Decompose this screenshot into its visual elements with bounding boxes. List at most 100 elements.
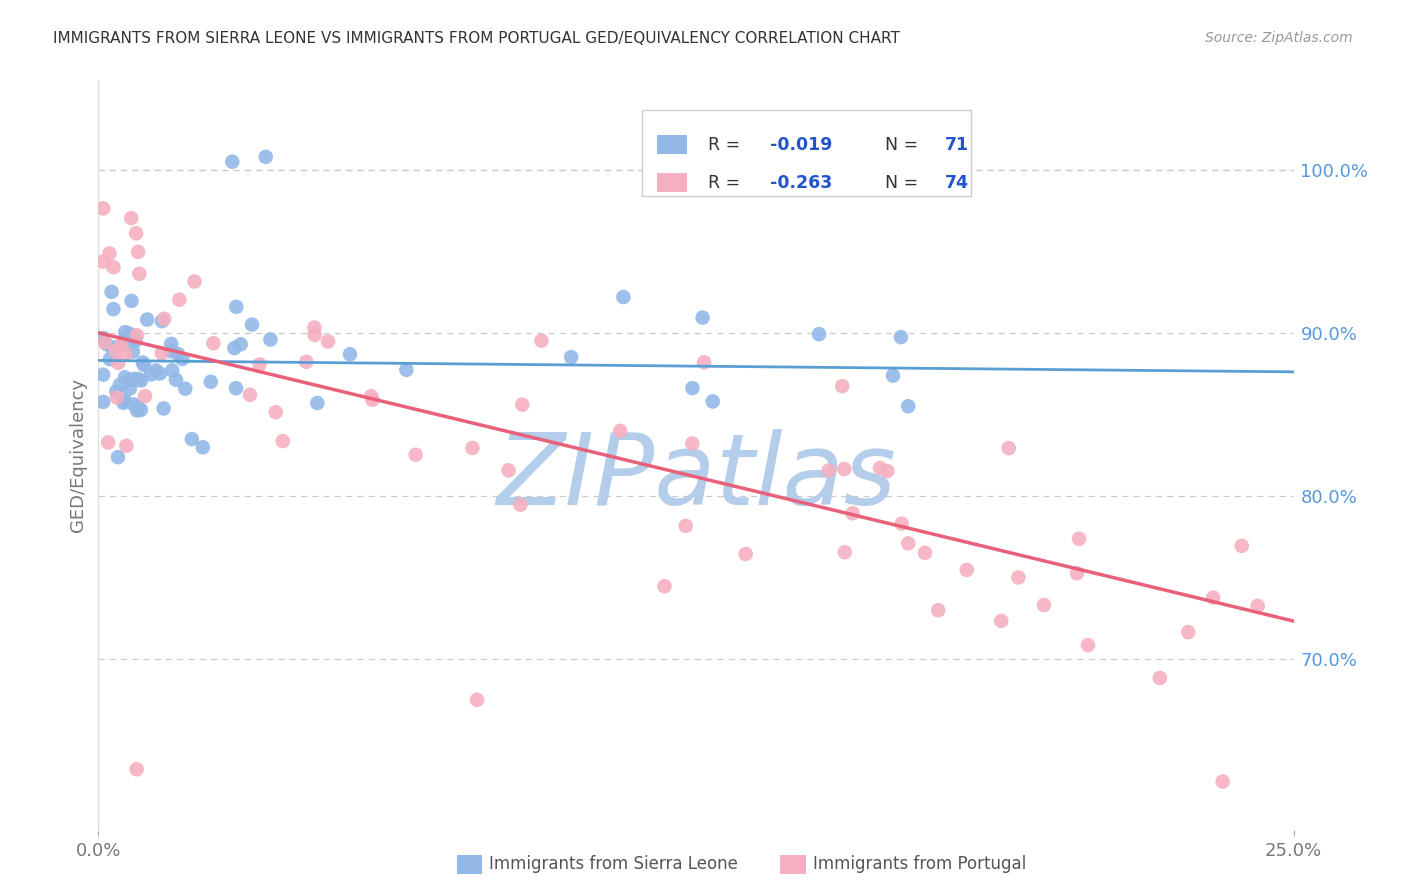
Point	[831, 379, 853, 393]
Point	[817, 463, 839, 477]
Point	[145, 363, 167, 377]
Point	[132, 358, 155, 372]
Point	[897, 399, 920, 413]
Point	[890, 516, 912, 531]
Point	[174, 382, 197, 396]
Bar	[657, 173, 688, 193]
Point	[167, 347, 190, 361]
Point	[654, 579, 676, 593]
Point	[105, 340, 128, 354]
Point	[191, 440, 214, 454]
Point	[225, 300, 247, 314]
Point	[834, 545, 856, 559]
Point	[120, 373, 142, 387]
Point	[134, 389, 156, 403]
Point	[681, 436, 703, 450]
Point	[360, 389, 382, 403]
Point	[202, 336, 225, 351]
Point	[122, 344, 145, 359]
Point	[118, 382, 141, 396]
Point	[498, 463, 520, 477]
Point	[264, 405, 287, 419]
Point	[927, 603, 949, 617]
Point	[734, 547, 756, 561]
Point	[307, 396, 329, 410]
Text: 71: 71	[945, 136, 969, 153]
Text: -0.263: -0.263	[770, 175, 832, 193]
Point	[136, 312, 159, 326]
Point	[96, 337, 118, 351]
Point	[118, 326, 141, 341]
FancyBboxPatch shape	[643, 111, 972, 196]
Point	[224, 341, 246, 355]
Point	[129, 402, 152, 417]
Point	[510, 398, 533, 412]
Point	[882, 368, 904, 383]
Point	[180, 432, 202, 446]
Point	[897, 536, 920, 550]
Point	[221, 154, 243, 169]
Point	[107, 450, 129, 465]
Text: 74: 74	[945, 175, 969, 193]
Point	[105, 391, 128, 405]
Point	[271, 434, 294, 448]
Point	[316, 334, 339, 349]
Point	[465, 693, 488, 707]
Point	[560, 350, 582, 364]
Point	[153, 311, 176, 326]
Point	[112, 396, 135, 410]
Point	[118, 336, 141, 351]
Point	[1212, 774, 1234, 789]
Point	[200, 375, 222, 389]
Point	[956, 563, 979, 577]
Point	[97, 435, 120, 450]
Point	[107, 356, 129, 370]
Text: N =: N =	[884, 136, 924, 153]
Point	[120, 211, 142, 226]
Point	[91, 332, 114, 346]
Point	[125, 762, 148, 776]
Point	[91, 331, 114, 345]
Point	[295, 355, 318, 369]
Point	[225, 381, 247, 395]
Point	[461, 441, 484, 455]
Point	[869, 461, 891, 475]
Point	[103, 260, 125, 275]
Point	[114, 370, 136, 384]
Point	[1230, 539, 1253, 553]
Point	[160, 337, 183, 351]
Point	[169, 293, 191, 307]
Point	[98, 352, 121, 367]
Point	[91, 254, 114, 268]
Point	[121, 293, 143, 308]
Text: Source: ZipAtlas.com: Source: ZipAtlas.com	[1205, 31, 1353, 45]
Point	[808, 327, 831, 342]
Point	[94, 335, 117, 350]
Point	[150, 314, 173, 328]
Point	[132, 355, 155, 369]
Point	[128, 267, 150, 281]
Point	[149, 367, 172, 381]
Point	[692, 310, 714, 325]
Point	[127, 244, 149, 259]
Point	[890, 330, 912, 344]
Point	[165, 373, 187, 387]
Point	[240, 318, 263, 332]
Text: ZIPatlas: ZIPatlas	[496, 429, 896, 526]
Point	[395, 363, 418, 377]
Point	[139, 368, 162, 382]
Point	[1149, 671, 1171, 685]
Point	[1032, 598, 1054, 612]
Point	[229, 337, 252, 351]
Point	[1246, 599, 1268, 613]
Point	[124, 372, 146, 386]
Text: Immigrants from Sierra Leone: Immigrants from Sierra Leone	[489, 855, 738, 873]
Point	[1177, 625, 1199, 640]
Y-axis label: GED/Equivalency: GED/Equivalency	[69, 378, 87, 532]
Text: R =: R =	[709, 136, 745, 153]
Point	[124, 334, 146, 348]
Point	[103, 302, 125, 317]
Point	[100, 285, 122, 299]
Point	[405, 448, 427, 462]
Point	[110, 338, 132, 352]
